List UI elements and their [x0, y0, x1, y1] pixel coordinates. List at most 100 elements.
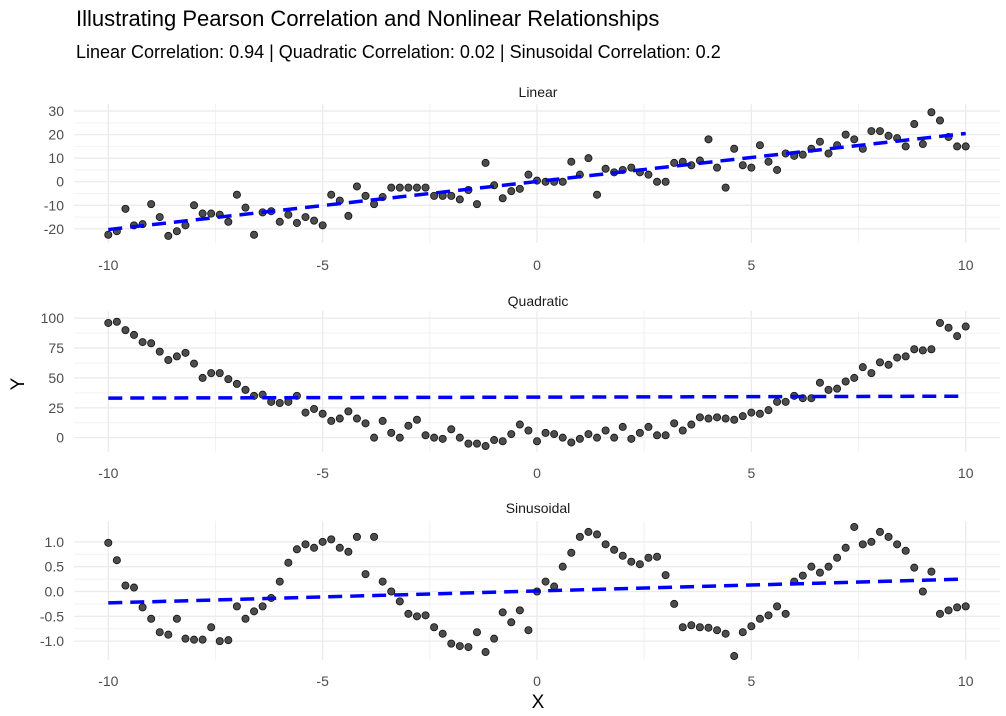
data-point	[327, 190, 336, 199]
data-point	[284, 558, 293, 567]
data-point	[241, 385, 250, 394]
data-point	[893, 540, 902, 549]
y-tick-label: 1.0	[45, 534, 65, 550]
data-point	[447, 191, 456, 200]
data-point	[250, 607, 259, 616]
x-axis-title: X	[532, 692, 545, 713]
data-point	[190, 635, 199, 644]
data-point	[738, 412, 747, 421]
data-point	[935, 609, 944, 618]
data-point	[704, 414, 713, 423]
data-point	[695, 413, 704, 422]
y-tick-label: 20	[48, 127, 64, 143]
data-point	[953, 142, 962, 151]
x-tick-label: 0	[533, 673, 541, 689]
data-point	[910, 120, 919, 129]
data-point	[507, 430, 516, 439]
data-point	[155, 213, 164, 222]
data-point	[335, 543, 344, 552]
data-point	[635, 560, 644, 569]
data-point	[121, 326, 130, 335]
data-point	[824, 149, 833, 158]
data-point	[833, 553, 842, 562]
y-tick-label: 50	[48, 370, 64, 386]
data-point	[490, 436, 499, 445]
chart-subtitle: Linear Correlation: 0.94 | Quadratic Cor…	[76, 42, 721, 62]
data-point	[713, 413, 722, 422]
data-point	[918, 140, 927, 149]
data-point	[481, 648, 490, 657]
x-tick-label: -5	[316, 465, 329, 481]
data-point	[378, 416, 387, 425]
data-point	[584, 527, 593, 536]
data-point	[627, 557, 636, 566]
data-point	[507, 618, 516, 627]
x-tick-label: 0	[533, 465, 541, 481]
data-point	[850, 522, 859, 531]
data-point	[678, 426, 687, 435]
data-point	[301, 213, 310, 222]
data-point	[412, 415, 421, 424]
data-point	[292, 218, 301, 227]
data-point	[653, 552, 662, 561]
data-point	[875, 358, 884, 367]
data-point	[841, 543, 850, 552]
data-point	[755, 141, 764, 150]
data-point	[661, 177, 670, 186]
data-point	[138, 338, 147, 347]
data-point	[515, 184, 524, 193]
facet-panel-quadratic: Quadratic 0 25 50 75 100 -10 -5 0 5 10	[41, 293, 1000, 481]
x-tick-label: -10	[98, 257, 118, 273]
data-point	[121, 204, 130, 213]
data-point	[850, 373, 859, 382]
data-point	[370, 433, 379, 442]
data-point	[481, 442, 490, 451]
fit-line	[108, 577, 966, 605]
data-point	[318, 537, 327, 546]
data-point	[558, 562, 567, 571]
y-tick-label: -0.5	[40, 608, 64, 624]
data-point	[910, 345, 919, 354]
data-point	[387, 428, 396, 437]
data-point	[764, 611, 773, 620]
data-point	[472, 628, 481, 637]
data-point	[704, 135, 713, 144]
data-point	[430, 191, 439, 200]
x-tick-label: -10	[98, 465, 118, 481]
data-point	[472, 200, 481, 209]
data-point	[361, 419, 370, 428]
data-point	[644, 422, 653, 431]
data-point	[601, 426, 610, 435]
data-point	[172, 352, 181, 361]
fit-line	[108, 394, 966, 400]
y-tick-label: -1.0	[40, 633, 64, 649]
data-point	[112, 317, 121, 326]
data-point	[481, 158, 490, 167]
data-point	[361, 570, 370, 579]
data-point	[104, 538, 113, 547]
x-tick-label: 5	[747, 673, 755, 689]
data-point	[575, 434, 584, 443]
data-point	[653, 431, 662, 440]
data-point	[653, 177, 662, 186]
data-point	[138, 603, 147, 612]
x-tick-label: -5	[316, 673, 329, 689]
fit-line	[108, 131, 966, 232]
data-point	[352, 414, 361, 423]
y-axis-title: Y	[8, 377, 29, 390]
data-point	[387, 183, 396, 192]
data-point	[164, 231, 173, 240]
data-point	[275, 577, 284, 586]
y-tick-label: 25	[48, 400, 64, 416]
data-point	[533, 437, 542, 446]
data-point	[927, 108, 936, 117]
data-point	[918, 587, 927, 596]
data-point	[172, 614, 181, 623]
data-point	[747, 408, 756, 417]
data-point	[781, 609, 790, 618]
facet-panel-linear: Linear -20 -10 0 10 20 30 -10 -5 0 5 10	[44, 84, 1000, 273]
facet-panel-sinusoidal: Sinusoidal -1.0 -0.5 0.0 0.5 1.0 -10 -5 0 5 10	[40, 500, 1000, 689]
data-point	[841, 130, 850, 139]
data-point	[610, 545, 619, 554]
data-point	[172, 227, 181, 236]
